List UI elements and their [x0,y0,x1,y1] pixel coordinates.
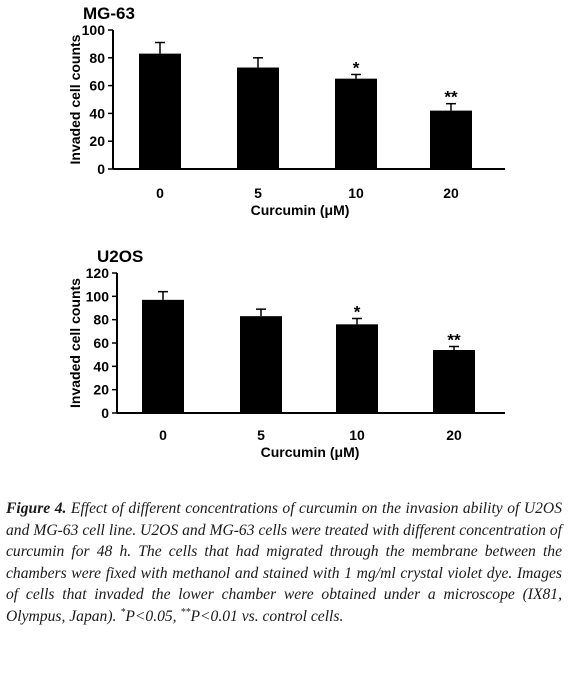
figure-caption: Figure 4. Effect of different concentrat… [6,498,562,627]
chart2-x-tick-label: 5 [257,427,265,443]
chart1-y-tick-label: 80 [89,50,105,66]
chart1-y-tick-label: 100 [82,22,106,38]
chart-u2os-svg: U2OS Invaded cell counts 0 20 40 60 80 100 120 0 5… [67,247,505,460]
chart1-bar [237,67,279,169]
chart2-bar [240,316,282,413]
chart1-x-tick-label: 0 [156,185,164,201]
chart2-y-tick-label: 120 [86,265,110,281]
chart1-x-tick-label: 10 [348,185,364,201]
chart1-y-tick-label: 20 [89,133,105,149]
chart1-y-axis-label: Invaded cell counts [67,34,83,164]
chart2-x-tick-label: 0 [159,427,167,443]
chart2-y-tick-label: 100 [86,288,110,304]
chart1-bar [335,78,377,169]
caption-sig2-mark: ** [180,606,191,618]
chart1-significance-mark: ** [444,88,458,107]
chart2-x-tick-label: 20 [446,427,462,443]
chart2-significance-mark: ** [447,331,461,350]
chart2-bar [336,324,378,413]
chart2-y-tick-label: 0 [101,405,109,421]
chart1-bar [139,53,181,169]
caption-label: Figure 4. [6,500,67,517]
chart1-y-tick-label: 40 [89,105,105,121]
chart2-x-tick-label: 10 [349,427,365,443]
caption-sig1-text: P<0.05, [125,607,181,625]
chart1-y-tick-label: 0 [97,161,105,177]
chart-u2os: U2OS Invaded cell counts 0 20 40 60 80 100 120 0 5… [0,245,568,480]
caption-sig2-text: P<0.01 vs. control cells. [190,607,344,625]
chart2-y-tick-label: 20 [93,382,109,398]
chart1-title: MG-63 [83,4,135,23]
caption-text: Effect of different concentrations of cu… [6,500,562,625]
chart2-title: U2OS [97,247,143,266]
chart2-bar [433,350,475,413]
chart2-y-tick-label: 60 [93,335,109,351]
chart1-y-tick-label: 60 [89,78,105,94]
chart2-significance-mark: * [354,303,361,322]
chart1-x-axis-label: Curcumin (μM) [251,202,350,218]
chart2-x-axis-label: Curcumin (μM) [261,444,360,460]
chart2-y-axis-label: Invaded cell counts [67,278,83,408]
chart1-x-tick-label: 20 [443,185,459,201]
chart2-bar [142,299,184,413]
chart2-y-tick-label: 40 [93,358,109,374]
chart1-bar [430,110,472,169]
chart-mg63: MG-63 Invaded cell counts 0 20 40 60 80 100 0 5 * 1… [0,0,568,230]
chart1-significance-mark: * [353,58,360,77]
chart1-x-tick-label: 5 [254,185,262,201]
chart2-y-tick-label: 80 [93,312,109,328]
caption-sig1-mark: * [120,606,126,618]
